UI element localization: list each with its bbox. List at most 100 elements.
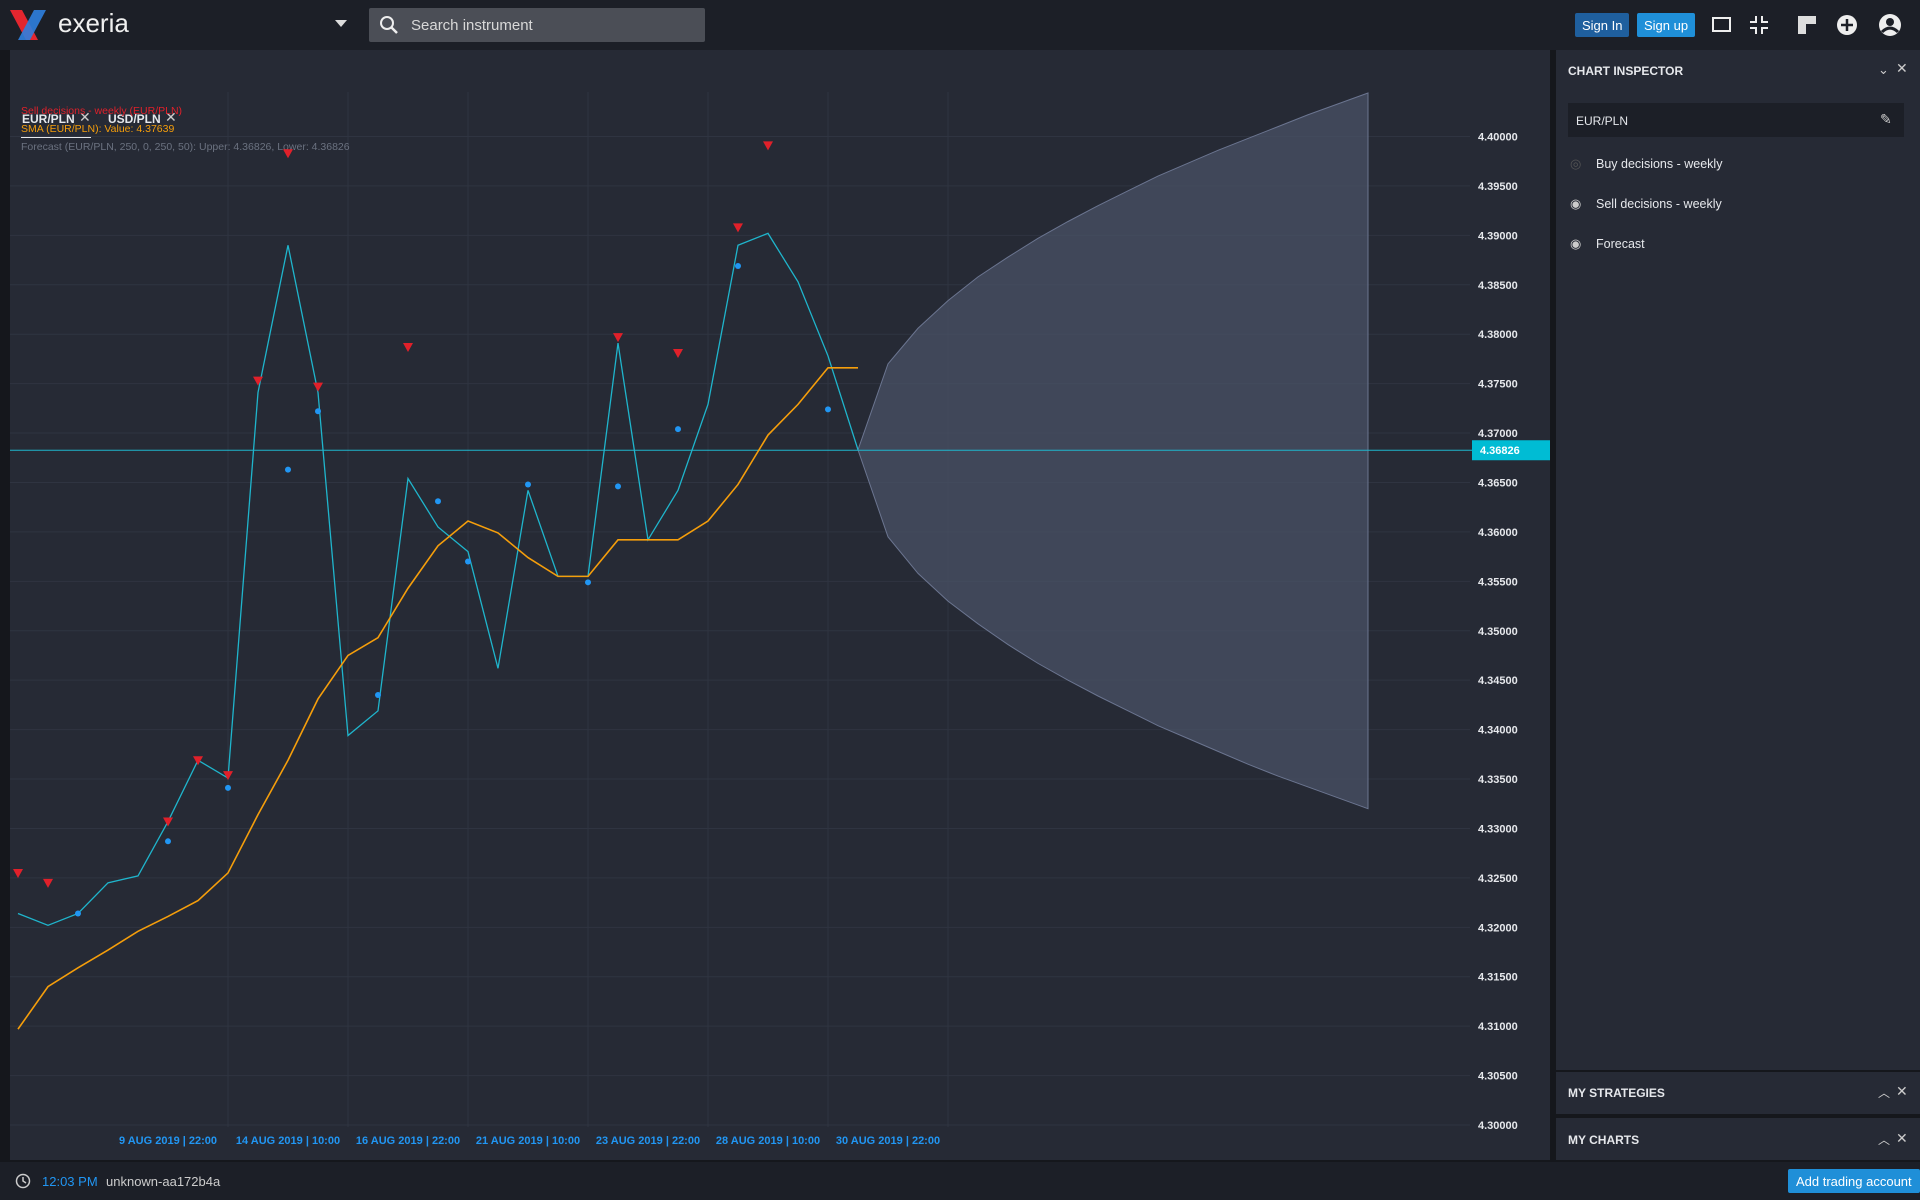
y-tick-label: 4.39000 (1478, 230, 1518, 242)
x-tick-label: 14 AUG 2019 | 10:00 (236, 1135, 340, 1147)
buy-signal (75, 910, 81, 917)
x-tick-label: 21 AUG 2019 | 10:00 (476, 1135, 580, 1147)
clock-icon (15, 1173, 31, 1189)
y-tick-label: 4.30500 (1478, 1071, 1518, 1083)
visibility-icon[interactable]: ◉ (1570, 196, 1582, 211)
sell-signal (613, 333, 623, 343)
sell-signal (193, 756, 203, 766)
current-price-label: 4.36826 (1480, 445, 1520, 457)
tab-close[interactable]: ✕ (79, 109, 91, 125)
current-price-tag (1472, 440, 1550, 461)
sell-signal (673, 348, 683, 358)
search-box[interactable]: Search instrument (369, 8, 705, 42)
legend-entry: SMA (EUR/PLN): Value: 4.37639 (21, 123, 174, 135)
y-tick-label: 4.40000 (1478, 131, 1518, 143)
sell-signal (13, 868, 23, 878)
panel-title: MY CHARTS (1568, 1133, 1640, 1147)
panel-title: MY STRATEGIES (1568, 1086, 1665, 1100)
y-tick-label: 4.37500 (1478, 379, 1518, 391)
layer[interactable]: Buy decisions - weekly (1596, 157, 1723, 171)
y-tick-label: 4.37000 (1478, 428, 1518, 440)
tab[interactable]: EUR/PLN (22, 112, 75, 126)
legend-entry: Sell decisions - weekly (EUR/PLN) (21, 105, 182, 117)
charts-panel[interactable]: MY CHARTS ︿ ✕ (1556, 1118, 1920, 1160)
layer[interactable]: Forecast (1596, 237, 1645, 251)
y-tick-label: 4.38500 (1478, 280, 1518, 292)
buy-signal (615, 483, 621, 490)
price-line (17, 232, 859, 927)
y-tick-label: 4.38000 (1478, 329, 1518, 341)
buy-signal (285, 466, 291, 473)
y-tick-label: 4.32000 (1478, 922, 1518, 934)
sell-signal (253, 376, 263, 386)
buy-signal (735, 262, 741, 269)
y-tick-label: 4.34500 (1478, 675, 1518, 687)
visibility-icon[interactable]: ◉ (1570, 236, 1582, 251)
y-tick-label: 4.36000 (1478, 527, 1518, 539)
logo[interactable] (8, 6, 50, 44)
add-trading-account-button[interactable]: Add trading account (1788, 1169, 1920, 1193)
y-tick-label: 4.32500 (1478, 873, 1518, 885)
chart: 4.30000 4.30500 4.31000 4.31500 4.32000 4.325… (10, 92, 1550, 1147)
y-tick-label: 4.31500 (1478, 972, 1518, 984)
sell-signal (163, 817, 173, 827)
user-id: unknown-aa172b4a (106, 1174, 221, 1189)
visibility-off-icon[interactable]: ◎ (1570, 156, 1582, 171)
brand[interactable]: exeria (58, 8, 129, 38)
tab-close[interactable]: ✕ (165, 109, 177, 125)
sign-in-button[interactable]: Sign In (1575, 13, 1630, 37)
sell-signal (223, 771, 233, 781)
dropdown-caret[interactable] (335, 20, 347, 28)
y-tick-label: 4.36500 (1478, 477, 1518, 489)
clock-time: 12:03 PM (42, 1174, 98, 1189)
toolbar-icons[interactable] (1710, 12, 1916, 40)
x-tick-label: 23 AUG 2019 | 22:00 (596, 1135, 700, 1147)
y-tick-label: 4.30000 (1478, 1120, 1518, 1132)
y-tick-label: 4.35500 (1478, 576, 1518, 588)
buy-signal (375, 692, 381, 699)
y-tick-label: 4.39500 (1478, 181, 1518, 193)
close-icon[interactable]: ✕ (1896, 1083, 1908, 1099)
y-tick-label: 4.34000 (1478, 725, 1518, 737)
tab[interactable]: USD/PLN (108, 112, 161, 126)
tab-underline (21, 136, 91, 138)
layer[interactable]: Sell decisions - weekly (1596, 197, 1722, 211)
buy-signal (465, 558, 471, 565)
sign-up-button[interactable]: Sign up (1637, 13, 1696, 37)
strategies-panel[interactable]: MY STRATEGIES ︿ ✕ (1556, 1072, 1920, 1114)
expand-icon[interactable]: ︿ (1878, 1133, 1891, 1147)
expand-icon[interactable]: ︿ (1878, 1086, 1891, 1100)
search-icon (380, 16, 398, 34)
sell-signal (283, 149, 293, 159)
instrument: EUR/PLN (1576, 114, 1629, 128)
sma-line (17, 367, 858, 1030)
close-icon[interactable]: ✕ (1896, 60, 1908, 76)
buy-signal (585, 579, 591, 586)
sell-signal (43, 878, 53, 888)
chart-inspector: CHART INSPECTOR ⌄ ✕ EUR/PLN ✎ ◎ Buy deci… (1556, 50, 1920, 1070)
buy-signal (225, 784, 231, 791)
inspector-title: CHART INSPECTOR (1568, 64, 1684, 78)
y-tick-label: 4.35000 (1478, 626, 1518, 638)
legend-entry: Forecast (EUR/PLN, 250, 0, 250, 50): Upp… (21, 141, 350, 153)
x-tick-label: 16 AUG 2019 | 22:00 (356, 1135, 460, 1147)
collapse-icon[interactable]: ⌄ (1878, 62, 1889, 77)
edit-icon[interactable]: ✎ (1880, 111, 1892, 127)
y-tick-label: 4.33000 (1478, 823, 1518, 835)
top-bar: exeria Search instrument Sign In Sign up (0, 0, 1920, 50)
instrument-box[interactable]: EUR/PLN ✎ (1568, 103, 1904, 137)
forecast-area (857, 92, 1369, 810)
search-placeholder: Search instrument (411, 17, 533, 34)
sell-signal (763, 141, 773, 151)
sell-signal (403, 343, 413, 353)
sell-signal (313, 382, 323, 392)
buy-signal (675, 426, 681, 433)
x-tick-label: 30 AUG 2019 | 22:00 (836, 1135, 940, 1147)
buy-signal (825, 406, 831, 413)
x-tick-label: 28 AUG 2019 | 10:00 (716, 1135, 820, 1147)
buy-signal (315, 408, 321, 415)
close-icon[interactable]: ✕ (1896, 1130, 1908, 1146)
y-tick-label: 4.33500 (1478, 774, 1518, 786)
